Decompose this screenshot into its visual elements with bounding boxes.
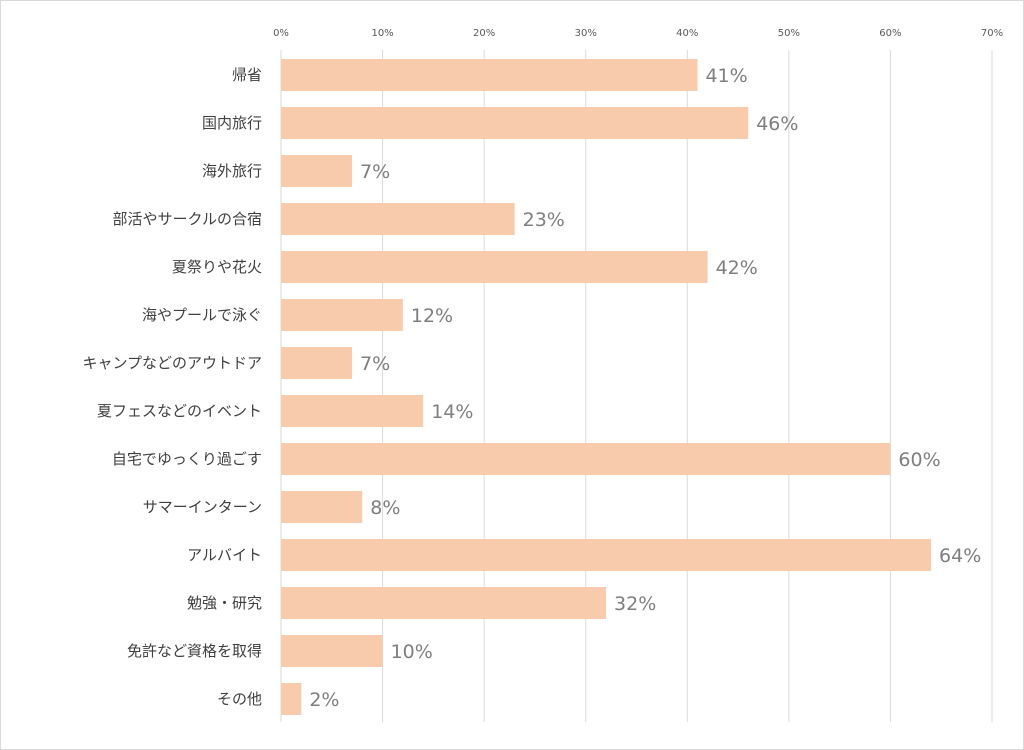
bar [281, 587, 607, 619]
data-label: 64% [939, 545, 981, 567]
bar [281, 347, 353, 379]
x-tick-label: 40% [676, 28, 698, 39]
category-label: 自宅でゆっくり過ごす [112, 450, 262, 468]
bar [281, 107, 749, 139]
data-label: 2% [309, 689, 339, 711]
bar [281, 395, 424, 427]
category-label: 部活やサークルの合宿 [112, 210, 262, 228]
category-label: 海外旅行 [202, 162, 262, 180]
x-tick-label: 20% [473, 28, 495, 39]
category-label: サマーインターン [143, 498, 262, 516]
x-tick-label: 60% [879, 28, 901, 39]
data-label: 42% [716, 257, 758, 279]
bar [281, 251, 708, 283]
data-label: 12% [411, 305, 453, 327]
data-label: 8% [370, 497, 400, 519]
x-tick-label: 10% [371, 28, 393, 39]
bar [281, 59, 698, 91]
x-tick-label: 70% [981, 28, 1003, 39]
data-label: 41% [705, 65, 747, 87]
data-label: 10% [391, 641, 433, 663]
category-label: 国内旅行 [202, 114, 262, 132]
data-label: 60% [898, 449, 940, 471]
bar [281, 635, 383, 667]
category-label: 帰省 [232, 66, 262, 84]
bar [281, 683, 302, 715]
bar [281, 203, 515, 235]
data-label: 7% [360, 353, 390, 375]
category-label: 夏フェスなどのイベント [97, 402, 262, 420]
category-label: 海やプールで泳ぐ [142, 306, 262, 324]
data-label: 7% [360, 161, 390, 183]
category-label: その他 [217, 690, 262, 708]
data-label: 32% [614, 593, 656, 615]
bar [281, 443, 891, 475]
category-label: 免許など資格を取得 [127, 642, 262, 660]
bar [281, 539, 932, 571]
data-label: 46% [756, 113, 798, 135]
data-label: 14% [431, 401, 473, 423]
x-tick-label: 30% [575, 28, 597, 39]
x-tick-label: 50% [778, 28, 800, 39]
bar [281, 491, 363, 523]
category-label: キャンプなどのアウトドア [82, 354, 262, 372]
category-label: アルバイト [187, 546, 262, 564]
category-label: 勉強・研究 [187, 594, 262, 612]
bar [281, 155, 353, 187]
x-tick-label: 0% [273, 28, 289, 39]
data-label: 23% [523, 209, 565, 231]
category-label: 夏祭りや花火 [172, 258, 262, 276]
bar [281, 299, 403, 331]
